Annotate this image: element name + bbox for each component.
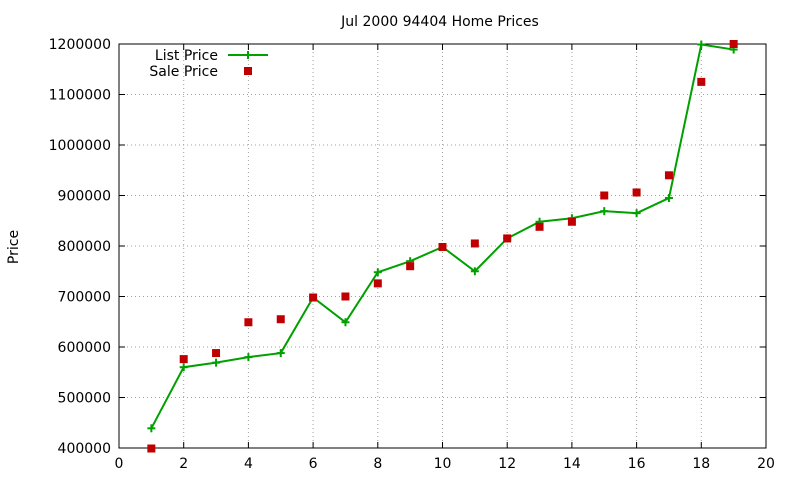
sale-price-point [535,222,544,231]
data-series [147,40,738,453]
x-tick-label: 16 [628,456,646,472]
list-price-point [147,424,156,433]
axes: 0 2 4 6 8 10 12 14 16 18 20 400000 500000 600000 70000… [49,37,775,472]
sale-price-point [179,355,188,364]
sale-price-point [729,40,738,48]
list-price-point [632,209,641,218]
sale-price-point [406,262,415,271]
list-price-point [212,358,221,367]
x-tick-label: 4 [244,456,253,472]
y-tick-label: 900000 [58,189,111,205]
chart-title: Jul 2000 94404 Home Prices [340,14,539,30]
sale-price-point [341,292,350,301]
sale-price-point [276,315,285,324]
sale-price-point [664,171,673,180]
x-tick-label: 14 [563,456,581,472]
legend-square-sample [244,67,252,75]
list-price-point [341,318,350,327]
y-tick-label: 1100000 [49,88,111,104]
sale-price-point [147,444,156,453]
y-tick-label: 800000 [58,239,111,255]
y-axis-label: Price [6,230,22,264]
sale-price-point [309,293,318,302]
sale-price-point [503,234,512,243]
list-price-point [276,349,285,358]
list-price-point [664,194,673,203]
list-price-point [600,207,609,216]
y-tick-label: 1000000 [49,138,111,154]
sale-price-point [438,243,447,252]
sale-price-point [697,77,706,86]
y-tick-label: 400000 [58,441,111,457]
sale-price-point [470,239,479,248]
x-tick-label: 0 [115,456,124,472]
y-tick-label: 500000 [58,391,111,407]
y-tick-label: 700000 [58,290,111,306]
sale-price-point [567,217,576,226]
list-price-point [179,363,188,372]
list-price-point [697,40,706,49]
grid-lines [119,44,766,448]
x-tick-label: 8 [373,456,382,472]
x-tick-label: 20 [757,456,775,472]
x-tick-label: 12 [498,456,516,472]
legend-label-0: List Price [155,48,218,64]
x-tick-label: 18 [692,456,710,472]
sale-price-point [600,191,609,200]
sale-price-point [244,318,253,327]
x-tick-label: 6 [309,456,318,472]
list-price-point [373,268,382,277]
x-tick-label: 2 [179,456,188,472]
series-1 [147,40,738,453]
y-tick-label: 1200000 [49,37,111,53]
sale-price-point [632,188,641,197]
legend-label-1: Sale Price [149,64,218,80]
sale-price-point [212,349,221,358]
sale-price-point [373,279,382,288]
x-tick-label: 10 [434,456,452,472]
list-price-point [470,267,479,276]
list-price-point [244,353,253,362]
legend-plus-sample [244,51,252,59]
y-tick-label: 600000 [58,340,111,356]
